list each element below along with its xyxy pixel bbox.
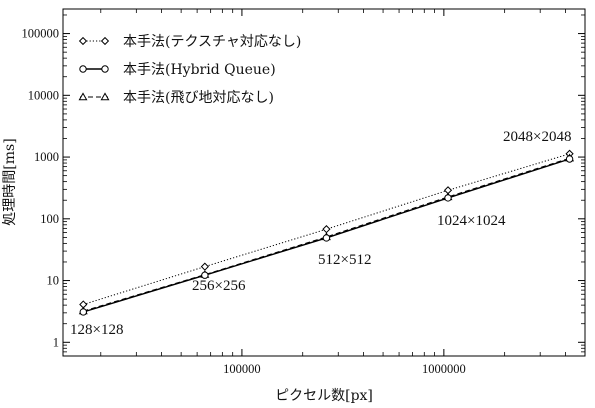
legend-label-3: 本手法(飛び地対応なし) — [123, 90, 274, 106]
series-1-point — [322, 225, 331, 234]
legend-marker-2 — [101, 65, 109, 73]
series-2-point — [565, 155, 574, 163]
annotation-label: 512×512 — [318, 252, 371, 268]
legend: 本手法(テクスチャ対応なし) 本手法(Hybrid Queue) 本手法(飛び地対応… — [78, 34, 301, 106]
series-2-point — [444, 194, 452, 202]
series-1-point — [200, 262, 209, 271]
y-axis-title: 処理時間[ms] — [2, 138, 18, 225]
legend-label-1: 本手法(テクスチャ対応なし) — [123, 34, 301, 50]
x-axis-title: ピクセル数[px] — [275, 388, 373, 404]
y-tick-label: 100 — [40, 212, 59, 226]
annotations: 128×128 256×256 512×512 1024×1024 2048×2048 — [70, 129, 571, 338]
plot-frame — [62, 8, 586, 357]
annotation-label: 256×256 — [192, 278, 246, 294]
y-tick-label: 1000 — [34, 150, 59, 164]
x-tick-label: 1000000 — [422, 362, 466, 376]
series-2-point — [79, 308, 87, 316]
annotation-label: 2048×2048 — [503, 129, 571, 145]
series-layer — [78, 149, 575, 316]
series-2-point — [322, 234, 331, 242]
series-2-point — [201, 271, 209, 279]
y-tick-label: 10000 — [28, 88, 59, 102]
legend-marker-3 — [100, 92, 110, 101]
y-tick-label: 100000 — [22, 27, 60, 41]
x-tick-label: 100000 — [223, 362, 261, 376]
y-tick-label: 10 — [47, 274, 60, 288]
legend-marker-2 — [79, 65, 87, 73]
legend-marker-1 — [78, 36, 88, 46]
legend-label-2: 本手法(Hybrid Queue) — [123, 62, 276, 78]
legend-marker-3 — [78, 92, 88, 101]
annotation-label: 1024×1024 — [437, 213, 506, 229]
ticks-layer: 1 10 100 1000 10000 100000 100000 1000000 — [22, 9, 585, 376]
legend-marker-1 — [100, 36, 110, 46]
y-tick-label: 1 — [53, 335, 59, 349]
annotation-label: 128×128 — [70, 322, 123, 338]
